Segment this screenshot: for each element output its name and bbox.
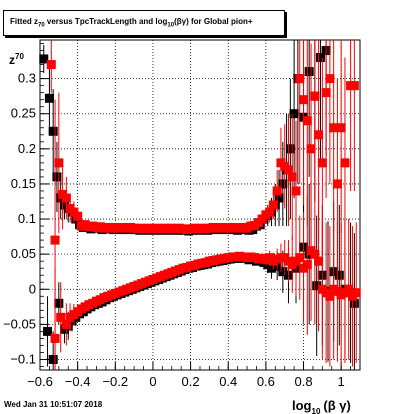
data-point [274,193,284,203]
title-prefix: Fitted z [10,17,38,26]
data-point [278,267,288,277]
data-point [48,354,58,364]
data-point [61,319,71,329]
data-point [314,130,324,140]
plot-title: Fitted z70 versus TpcTrackLength and log… [10,17,253,29]
y-tick-label: 0.1 [18,211,36,226]
data-point [54,298,64,308]
x-axis-label-subscript: 10 [312,407,321,414]
data-point [50,333,60,343]
y-tick-label: 0 [29,281,36,296]
data-point [295,74,305,84]
x-tick-label: −0.2 [102,374,128,389]
x-axis-label-main: log [292,398,312,413]
data-point [299,95,309,105]
plot-frame [39,39,361,371]
data-point [48,126,58,136]
data-point [61,193,71,203]
y-tick-label: 0.2 [18,141,36,156]
series-layer [39,40,361,370]
y-axis-label-main: z [9,53,15,67]
y-tick-label: −0.05 [3,316,36,331]
series-1 [46,40,361,370]
data-point [325,74,335,84]
x-tick-label: 0.6 [257,374,275,389]
data-point [54,158,64,168]
x-tick-label: −0.4 [65,374,91,389]
data-point [265,207,275,217]
y-tick-label: −0.1 [10,351,36,366]
x-tick-label: 1 [338,374,345,389]
data-point [73,211,83,221]
data-point [52,172,62,182]
data-point [278,179,288,189]
data-point [325,291,335,301]
timestamp: Wed Jan 31 10:51:07 2018 [4,400,103,409]
data-point [272,186,282,196]
title-middle: versus TpcTrackLength and log [44,17,168,26]
title-box: Fitted z70 versus TpcTrackLength and log… [3,10,285,36]
y-axis-label: z70 [9,52,24,67]
x-tick-label: −0.6 [27,374,53,389]
x-axis-label-suffix: (β γ) [323,398,350,413]
data-point [44,93,54,103]
data-point [334,270,344,280]
y-axis-label-subscript: 70 [15,52,24,61]
data-point [344,284,354,294]
data-point [295,253,305,263]
x-tick-label: 0.4 [219,374,237,389]
data-point [289,109,299,119]
data-point [310,91,320,101]
data-point [267,263,277,273]
data-point [349,298,359,308]
y-tick-label: 0.25 [11,106,36,121]
data-point [268,200,278,210]
x-tick-label: 0.2 [182,374,200,389]
x-tick-label: 0.8 [294,374,312,389]
grid [39,40,360,370]
data-point [312,281,322,291]
y-tick-label: 0.3 [18,71,36,86]
data-point [306,144,316,154]
data-point [329,123,339,133]
x-axis-label: log10 (β γ) [292,398,351,414]
data-point [321,88,331,98]
data-point [310,249,320,259]
data-point [349,81,359,91]
data-point [291,186,301,196]
data-point [283,165,293,175]
data-point [340,158,350,168]
data-point [302,260,312,270]
data-point [46,60,56,70]
data-point [39,54,49,64]
data-point [314,256,324,266]
data-point [304,67,314,77]
data-point [317,158,327,168]
x-tick-label: 0 [149,374,156,389]
data-point [332,179,342,189]
title-middle-subscript: 10 [167,22,175,29]
data-point [351,288,361,298]
title-prefix-subscript: 70 [38,22,45,29]
data-point [285,144,295,154]
data-point [287,172,297,182]
data-point [50,235,60,245]
y-tick-label: 0.05 [11,246,36,261]
data-point [336,123,346,133]
title-suffix: (βγ) for Global pion+ [174,17,253,26]
data-point [302,116,312,126]
data-point [43,326,53,336]
data-point [56,312,66,322]
data-point [315,53,325,63]
y-tick-label: 0.15 [11,176,36,191]
